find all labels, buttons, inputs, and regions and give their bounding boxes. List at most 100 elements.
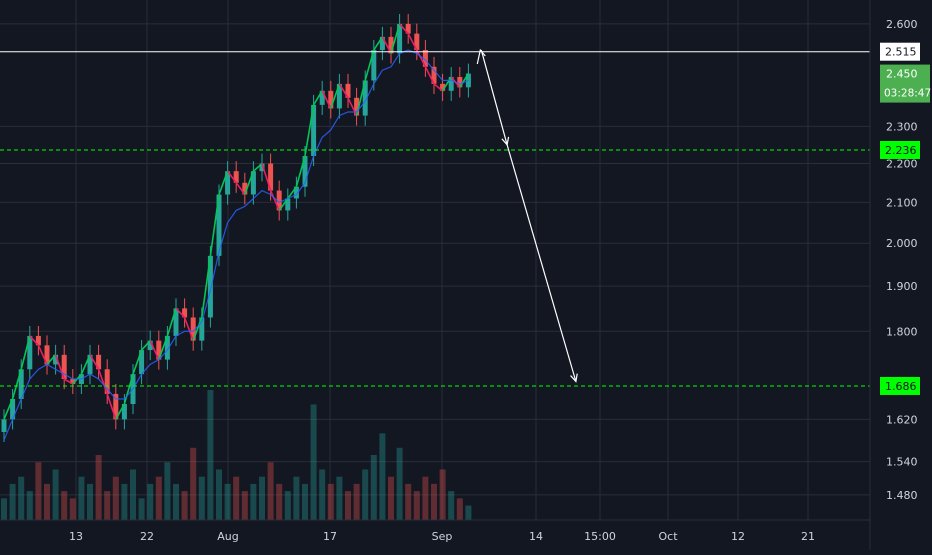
- volume-bar: [448, 491, 455, 520]
- price-line-segment: [381, 36, 392, 54]
- candle-body: [311, 104, 317, 156]
- volume-bar: [95, 455, 102, 520]
- price-line-segment: [209, 194, 220, 256]
- y-tick-label: 2.000: [886, 237, 918, 250]
- arrow-head: [570, 373, 578, 383]
- price-line-segment: [226, 170, 237, 184]
- candle-body: [259, 163, 265, 172]
- x-tick-label: 12: [731, 530, 745, 543]
- price-line-segment: [123, 373, 134, 405]
- volume-bar: [267, 462, 274, 520]
- price-axis[interactable]: 2.600 2.300 2.200 2.100 2.000 1.900 1.800 1.620…: [886, 18, 918, 502]
- candle-body: [164, 335, 170, 360]
- price-line-segment: [269, 190, 280, 211]
- candle-body: [96, 354, 102, 370]
- y-tick-label: 2.200: [886, 158, 918, 171]
- price-line-segment: [373, 36, 384, 51]
- candle-body: [319, 90, 325, 105]
- volume-bar: [250, 483, 257, 520]
- volume-bar: [224, 483, 231, 520]
- price-label-box: [880, 42, 920, 61]
- price-line-segment: [20, 335, 31, 370]
- candle-body: [448, 77, 454, 91]
- price-line-segment: [218, 170, 229, 195]
- volume-bar: [52, 469, 59, 520]
- candle-body: [233, 171, 239, 183]
- volume-bar: [69, 498, 76, 520]
- candles: [1, 13, 471, 443]
- volume-bar: [1, 498, 7, 520]
- volume-bar: [190, 447, 197, 520]
- price-line-segment: [441, 76, 452, 92]
- volume-bar: [35, 462, 42, 520]
- candle-body: [35, 335, 41, 346]
- volume-bar: [155, 476, 162, 520]
- series-lines: [3, 23, 470, 441]
- candle-body: [139, 350, 145, 375]
- price-line-segment: [141, 340, 151, 351]
- price-line-segment: [3, 398, 14, 420]
- price-line-segment: [54, 354, 65, 380]
- arrow-segment[interactable]: [480, 49, 508, 145]
- price-line-segment: [433, 83, 444, 92]
- candle-body: [293, 186, 299, 199]
- volume-bar: [353, 483, 360, 520]
- price-line-segment: [312, 90, 323, 106]
- price-line-segment: [149, 340, 160, 360]
- price-line-segment: [80, 354, 91, 375]
- projection-arrow[interactable]: [476, 48, 578, 383]
- price-label-text: 2.236: [885, 144, 917, 157]
- volume-bar: [112, 476, 119, 520]
- volume-bar: [164, 462, 171, 520]
- arrow-start-head: [476, 48, 486, 65]
- candle-body: [87, 354, 93, 375]
- price-line-segment: [115, 403, 126, 420]
- volume-bar: [78, 476, 85, 520]
- candle-body: [53, 354, 59, 365]
- volume-bar: [465, 505, 472, 520]
- x-tick-label: 14: [529, 530, 543, 543]
- volume-bar: [284, 491, 291, 520]
- volume-bar: [456, 498, 463, 520]
- arrow-segment[interactable]: [506, 144, 577, 382]
- volume-bar: [405, 483, 412, 520]
- volume-bar: [302, 483, 308, 520]
- time-axis[interactable]: 13 22 Aug 17 Sep 14 15:00 Oct 12 21: [69, 530, 815, 543]
- candle-body: [216, 194, 222, 256]
- candle-body: [104, 369, 110, 394]
- candle-body: [27, 335, 33, 370]
- candle-body: [242, 182, 248, 195]
- candle-body: [328, 90, 334, 109]
- volume-bar: [207, 390, 214, 520]
- volume-bar: [276, 483, 283, 520]
- candle-body: [414, 33, 420, 51]
- volume-bar: [138, 498, 145, 520]
- price-label-text: 2.515: [885, 46, 917, 59]
- price-line-segment: [330, 83, 341, 109]
- volume-bar: [388, 476, 394, 520]
- candle-body: [173, 308, 179, 336]
- candle-body: [336, 83, 342, 109]
- horizontal-lines[interactable]: [0, 51, 870, 387]
- price-line-segment: [390, 23, 401, 54]
- candle-body: [405, 23, 411, 34]
- price-line-segment: [29, 335, 39, 346]
- price-line-segment: [364, 49, 375, 81]
- price-labels: 2.515 2.236 1.686 2.450 03:28:47: [880, 42, 931, 395]
- price-line-segment: [347, 97, 358, 116]
- volume-bar: [61, 491, 68, 520]
- candle-body: [457, 77, 463, 88]
- candle-body: [250, 171, 256, 195]
- x-tick-label: 15:00: [584, 530, 616, 543]
- y-tick-label: 2.300: [886, 120, 918, 133]
- price-line-segment: [424, 66, 435, 85]
- y-tick-label: 1.480: [886, 489, 918, 502]
- volume-bar: [379, 433, 386, 520]
- volume-bar: [336, 476, 343, 520]
- price-line-segment: [459, 73, 470, 88]
- candle-body: [207, 255, 213, 318]
- price-line-segment: [37, 344, 48, 365]
